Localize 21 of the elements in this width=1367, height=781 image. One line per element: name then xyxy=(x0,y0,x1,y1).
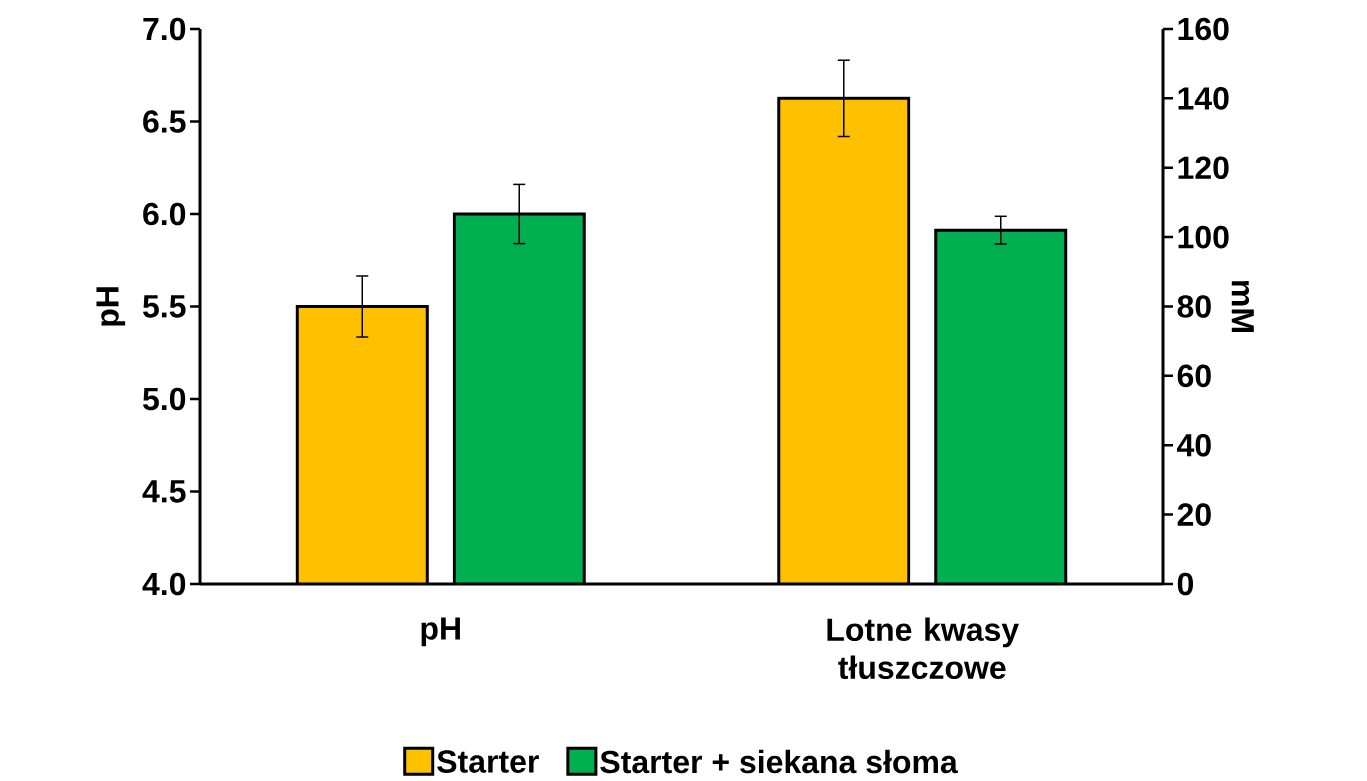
y-tick-label: 5.5 xyxy=(142,295,186,318)
y2-tick-label: 0 xyxy=(1177,572,1194,596)
y-tick-label: 6.5 xyxy=(143,110,186,133)
y2-tick-label: 80 xyxy=(1177,295,1211,318)
y-tick-label: 6.0 xyxy=(143,202,186,226)
y2-tick-label: 60 xyxy=(1177,364,1211,388)
y-tick-label: 4.5 xyxy=(142,480,186,503)
legend-label: Starter xyxy=(437,750,539,773)
y-axis-title: pH xyxy=(96,287,126,326)
y2-tick-label: 160 xyxy=(1178,17,1229,41)
y2-tick-label: 140 xyxy=(1178,87,1229,110)
y-tick-label: 7.0 xyxy=(143,17,186,41)
y-tick-label: 4.0 xyxy=(142,572,186,596)
y2-tick-label: 120 xyxy=(1178,156,1229,180)
y2-tick-label: 100 xyxy=(1178,225,1229,249)
y2-axis-title: mM xyxy=(1231,281,1254,332)
legend-label: Starter + siekana słoma xyxy=(600,749,958,774)
y-tick-label: 5.0 xyxy=(142,387,186,411)
x-tick-label: Lotne kwasy tłuszczowe xyxy=(827,617,1019,680)
y2-tick-label: 40 xyxy=(1177,433,1211,457)
y2-tick-label: 20 xyxy=(1177,503,1211,526)
